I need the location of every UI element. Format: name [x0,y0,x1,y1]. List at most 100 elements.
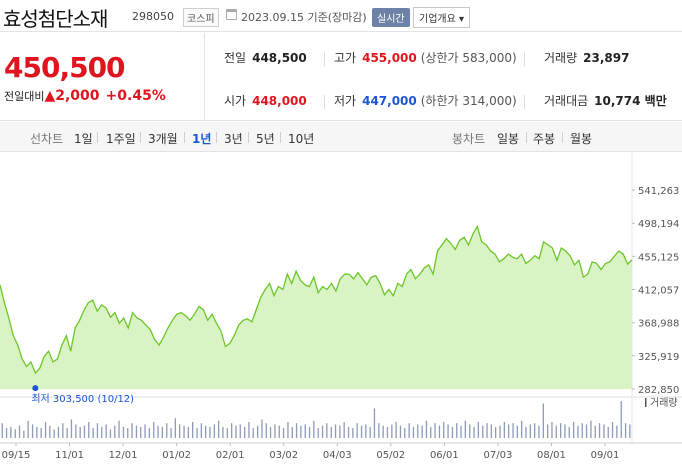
volume-bar [594,425,596,438]
volume-bar [581,423,583,438]
volume-bar [568,426,570,438]
volume-bar [200,423,202,438]
y-tick-label: 541,263 [638,186,679,197]
volume-bar [218,420,220,438]
volume-bar [170,428,172,438]
tab-1w[interactable]: 1주일 [106,132,136,146]
volume-bar [161,426,163,438]
volume-bar [434,423,436,438]
tab-1d[interactable]: 1일 [74,132,93,146]
volume-bar [560,423,562,438]
volume-bar [547,424,549,438]
volume-bar [525,426,527,438]
volume-bar [378,423,380,438]
volume-bar [399,425,402,438]
quote-panel: 450,500 전일대비▲2,000 +0.45% 전일 448,500 고가 455… [0,33,682,121]
volume-bar [127,428,129,438]
volume-bar [205,425,207,438]
day-high: 고가 455,000 (상한가 583,000) [334,51,517,65]
current-price: 450,500 [4,51,126,84]
volume-bar [590,420,592,438]
tab-10y[interactable]: 10년 [288,132,315,146]
company-info-dropdown[interactable]: 기업개요 ▾ [413,7,470,28]
volume-bar [512,423,514,438]
price-chart[interactable]: 541,263 498,194 455,125 412,057 368,988 325,9… [0,153,682,472]
volume-bar [44,422,47,438]
volume-bar [53,429,55,438]
volume-label: 거래량 [650,397,678,409]
change-percent: +0.45% [105,88,166,104]
volume-bar [282,428,285,438]
volume-bar [482,425,484,438]
volume-bar [603,424,605,438]
volume-bar [447,424,449,438]
volume-bar [317,428,319,438]
x-tick-label: 09/15 [2,450,31,461]
tab-monthly[interactable]: 월봉 [570,132,593,146]
volume-bar [382,425,384,438]
volume-bar [495,426,497,438]
price-line [0,224,633,375]
volume-bar [183,425,185,438]
volume-bar [174,418,176,438]
x-tick-label: 11/01 [55,450,84,461]
volume-bar [23,430,25,438]
x-tick-label: 07/03 [483,450,512,461]
volume-bar [369,426,371,438]
x-tick-label: 06/01 [430,450,459,461]
volume-bar [66,428,68,438]
tab-weekly[interactable]: 주봉 [533,132,556,146]
y-tick-label: 412,057 [638,286,679,297]
volume-bar [395,422,397,438]
tab-daily[interactable]: 일봉 [497,132,520,146]
volume-bar [144,424,146,438]
volume-bar [248,422,250,438]
volume-bar [555,425,557,438]
period-tabs: 선차트 1일 1주일 3개월 1년 3년 5년 10년 봉차트 일봉 주봉 월봉 [0,122,682,152]
volume-bar [295,423,298,438]
volume-bar [360,425,363,438]
volume-bar [209,426,211,438]
volume-bar [122,426,125,438]
volume-bar [499,425,501,438]
volume-bar [542,403,544,438]
realtime-button[interactable]: 실시간 [372,8,410,27]
x-tick-label: 02/01 [216,450,245,461]
volume-bar [365,424,367,438]
tab-3m[interactable]: 3개월 [148,132,178,146]
volume-bar [469,424,471,438]
volume-bar [70,419,73,438]
volume-bar [96,423,99,438]
trade-amount: 거래대금 10,774 백만 [544,94,667,108]
price-change: 전일대비▲2,000 +0.45% [4,88,166,104]
volume-bar [300,425,302,438]
prev-close: 전일 448,500 [224,51,307,65]
x-tick-label: 12/01 [109,450,138,461]
volume-bar [179,424,181,438]
volume-bar [40,428,42,438]
volume-bar [239,424,241,438]
tab-5y[interactable]: 5년 [256,132,275,146]
volume-bar [629,424,631,438]
volume-bar [244,426,246,438]
volume-bar [391,424,393,438]
current-price-box: 450,500 전일대비▲2,000 +0.45% [0,33,205,121]
volume-bar [321,425,324,438]
volume-bar [624,423,627,438]
volume-bar [386,426,389,438]
volume-bar [503,422,505,438]
volume-bar [373,408,376,438]
x-tick-label: 08/01 [537,450,566,461]
volume-bar [508,424,510,438]
volume-bar [486,423,488,438]
y-tick-label: 455,125 [638,252,679,263]
x-tick-label: 09/01 [591,450,620,461]
low-annotation: 최저 303,500 (10/12) [31,393,134,405]
volume-bar [308,426,311,438]
price-area [0,226,632,389]
tab-1y[interactable]: 1년 [192,132,212,146]
volume-bar [460,425,462,438]
volume-bar [538,425,540,438]
volume-bar [18,425,21,438]
tab-3y[interactable]: 3년 [224,132,243,146]
